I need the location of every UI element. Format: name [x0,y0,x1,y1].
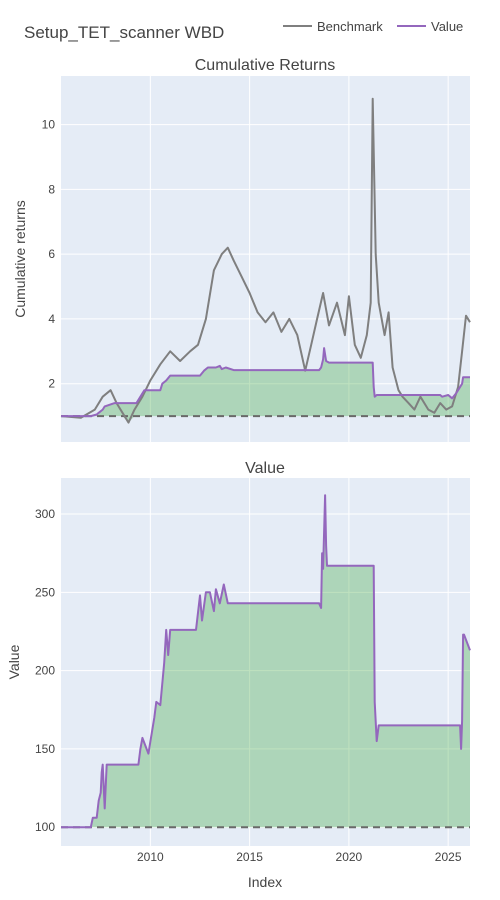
x-tick-label-2: 2020 [336,850,363,864]
x-tick-label-0: 2010 [137,850,164,864]
x-ticks-value: 2010 2015 2020 2025 [137,850,462,864]
fill-above-baseline [61,348,470,417]
value-line [61,494,471,829]
figure-title: Setup_TET_scanner WBD [24,23,224,42]
subplot-title-cumulative: Cumulative Returns [195,57,336,74]
y-ticks-value: 100 150 200 250 300 [35,507,55,834]
plot-area-value[interactable] [61,478,470,846]
y-tick-label-1-2: 200 [35,664,55,678]
legend-label-benchmark[interactable]: Benchmark [317,19,383,34]
y-tick-label-1-1: 150 [35,742,55,756]
y-tick-label-0-3: 8 [48,182,55,196]
value-line-cumulative [61,347,470,418]
benchmark-line [60,97,471,424]
y-tick-label-1-3: 250 [35,585,55,599]
y-tick-label-0-1: 4 [48,312,55,326]
y-axis-label-value: Value [6,644,22,679]
subplot-value: Value 100 150 200 250 300 2010 2015 2020 2025 V… [6,460,471,890]
plot-area-cumulative[interactable] [61,76,470,442]
value-area-fill [61,495,470,828]
y-tick-label-0-4: 10 [42,118,56,132]
x-tick-label-1: 2015 [236,850,263,864]
gridlines-cumulative [61,76,470,442]
subplot-cumulative-returns: Cumulative Returns 2 4 6 8 10 Cumulative ret… [12,57,471,442]
y-tick-label-0-2: 6 [48,247,55,261]
x-tick-label-3: 2025 [435,850,462,864]
legend-label-value[interactable]: Value [431,19,463,34]
subplot-title-value: Value [245,460,285,477]
y-axis-label-cumulative: Cumulative returns [12,200,28,318]
y-tick-label-1-4: 300 [35,507,55,521]
legend: Benchmark Value [283,19,463,34]
gridlines-value [61,478,470,846]
y-ticks-cumulative: 2 4 6 8 10 [42,118,56,391]
y-tick-label-1-0: 100 [35,820,55,834]
y-tick-label-0-0: 2 [48,377,55,391]
x-axis-label: Index [248,874,282,890]
